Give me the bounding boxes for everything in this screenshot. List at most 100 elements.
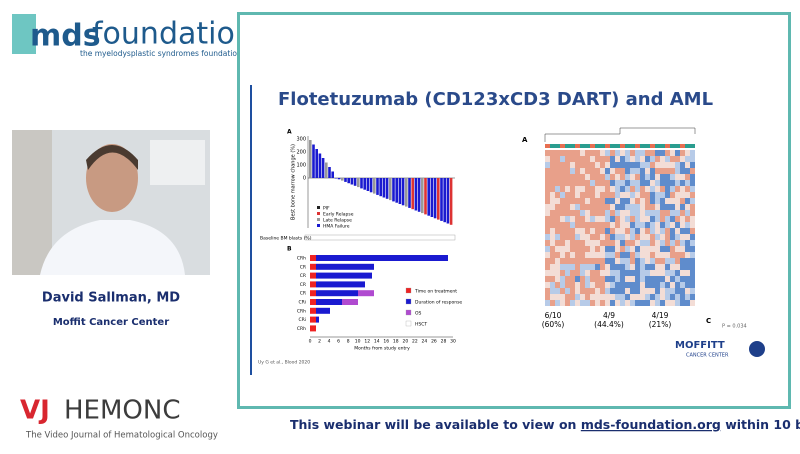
heat-cell: [665, 294, 670, 300]
heat-cell: [610, 264, 615, 270]
heat-cell: [645, 180, 650, 186]
heat-cell: [615, 216, 620, 222]
heat-cell: [690, 252, 695, 258]
x-tick-label: 18: [393, 339, 399, 345]
heat-cell: [570, 204, 575, 210]
logo-mark: [12, 14, 36, 54]
heat-cell: [545, 288, 550, 294]
heat-cell: [550, 258, 555, 264]
banner-link[interactable]: mds-foundation.org: [581, 417, 721, 432]
heat-cell: [660, 180, 665, 186]
heat-cell: [645, 246, 650, 252]
heat-cell: [640, 258, 645, 264]
heat-cell: [660, 156, 665, 162]
heat-cell: [585, 180, 590, 186]
heat-cell: [630, 198, 635, 204]
heat-cell: [560, 156, 565, 162]
heat-cell: [665, 150, 670, 156]
heat-cell: [575, 186, 580, 192]
heat-cell: [630, 246, 635, 252]
heat-cell: [560, 228, 565, 234]
annotation-cell: [600, 144, 605, 148]
heat-cell: [550, 300, 555, 306]
moffitt-name: MOFFITT: [675, 340, 725, 351]
heat-cell: [575, 294, 580, 300]
heat-cell: [550, 246, 555, 252]
heat-cell: [605, 288, 610, 294]
heat-cell: [565, 246, 570, 252]
heat-cell: [630, 264, 635, 270]
heat-cell: [580, 204, 585, 210]
heat-cell: [640, 264, 645, 270]
brand-tagline: The Video Journal of Hematological Oncol…: [25, 431, 218, 441]
heat-cell: [600, 222, 605, 228]
row-label: CRh: [297, 308, 306, 314]
heat-cell: [685, 180, 690, 186]
heat-cell: [590, 204, 595, 210]
heat-cell: [645, 162, 650, 168]
heat-cell: [690, 294, 695, 300]
heat-cell: [635, 204, 640, 210]
citation: Uy G et al., Blood 2020: [258, 360, 310, 366]
heat-cell: [685, 204, 690, 210]
heat-cell: [645, 198, 650, 204]
heat-cell: [600, 228, 605, 234]
heat-cell: [635, 294, 640, 300]
bar-os: [342, 299, 358, 305]
logo-mds: mds: [30, 19, 101, 54]
heat-cell: [650, 240, 655, 246]
heat-cell: [595, 234, 600, 240]
heat-cell: [680, 180, 685, 186]
heat-cell: [630, 258, 635, 264]
heat-cell: [665, 180, 670, 186]
heat-cell: [685, 222, 690, 228]
heat-cell: [680, 282, 685, 288]
heat-cell: [575, 228, 580, 234]
waterfall-bar: [331, 171, 334, 178]
heat-cell: [565, 228, 570, 234]
heat-cell: [545, 186, 550, 192]
heat-cell: [610, 288, 615, 294]
annotation-cell: [685, 144, 690, 148]
heat-cell: [650, 210, 655, 216]
heat-cell: [550, 168, 555, 174]
heat-cell: [670, 246, 675, 252]
group-ratio: 4/9: [603, 311, 615, 320]
heat-cell: [570, 162, 575, 168]
heat-cell: [610, 162, 615, 168]
heat-cell: [660, 234, 665, 240]
legend-swatch: [317, 218, 320, 221]
waterfall-bar: [344, 178, 347, 182]
waterfall-bar: [315, 149, 318, 178]
heat-cell: [550, 162, 555, 168]
heat-cell: [655, 258, 660, 264]
heat-cell: [665, 270, 670, 276]
heat-cell: [550, 204, 555, 210]
heat-cell: [570, 156, 575, 162]
annotation-cell: [550, 144, 555, 148]
heat-cell: [680, 240, 685, 246]
heat-cell: [635, 156, 640, 162]
heat-cell: [615, 234, 620, 240]
heat-cell: [595, 204, 600, 210]
heat-cell: [690, 174, 695, 180]
heat-cell: [650, 234, 655, 240]
heat-cell: [675, 174, 680, 180]
annotation-cell: [645, 144, 650, 148]
heat-cell: [595, 288, 600, 294]
heat-cell: [630, 162, 635, 168]
heat-cell: [620, 222, 625, 228]
heat-cell: [670, 276, 675, 282]
heat-cell: [685, 162, 690, 168]
heat-cell: [585, 168, 590, 174]
heat-cell: [550, 222, 555, 228]
heat-cell: [615, 276, 620, 282]
heat-cell: [575, 240, 580, 246]
heat-cell: [550, 252, 555, 258]
heat-cell: [645, 270, 650, 276]
heat-cell: [555, 174, 560, 180]
heat-cell: [660, 198, 665, 204]
heat-cell: [610, 156, 615, 162]
heat-cell: [555, 300, 560, 306]
